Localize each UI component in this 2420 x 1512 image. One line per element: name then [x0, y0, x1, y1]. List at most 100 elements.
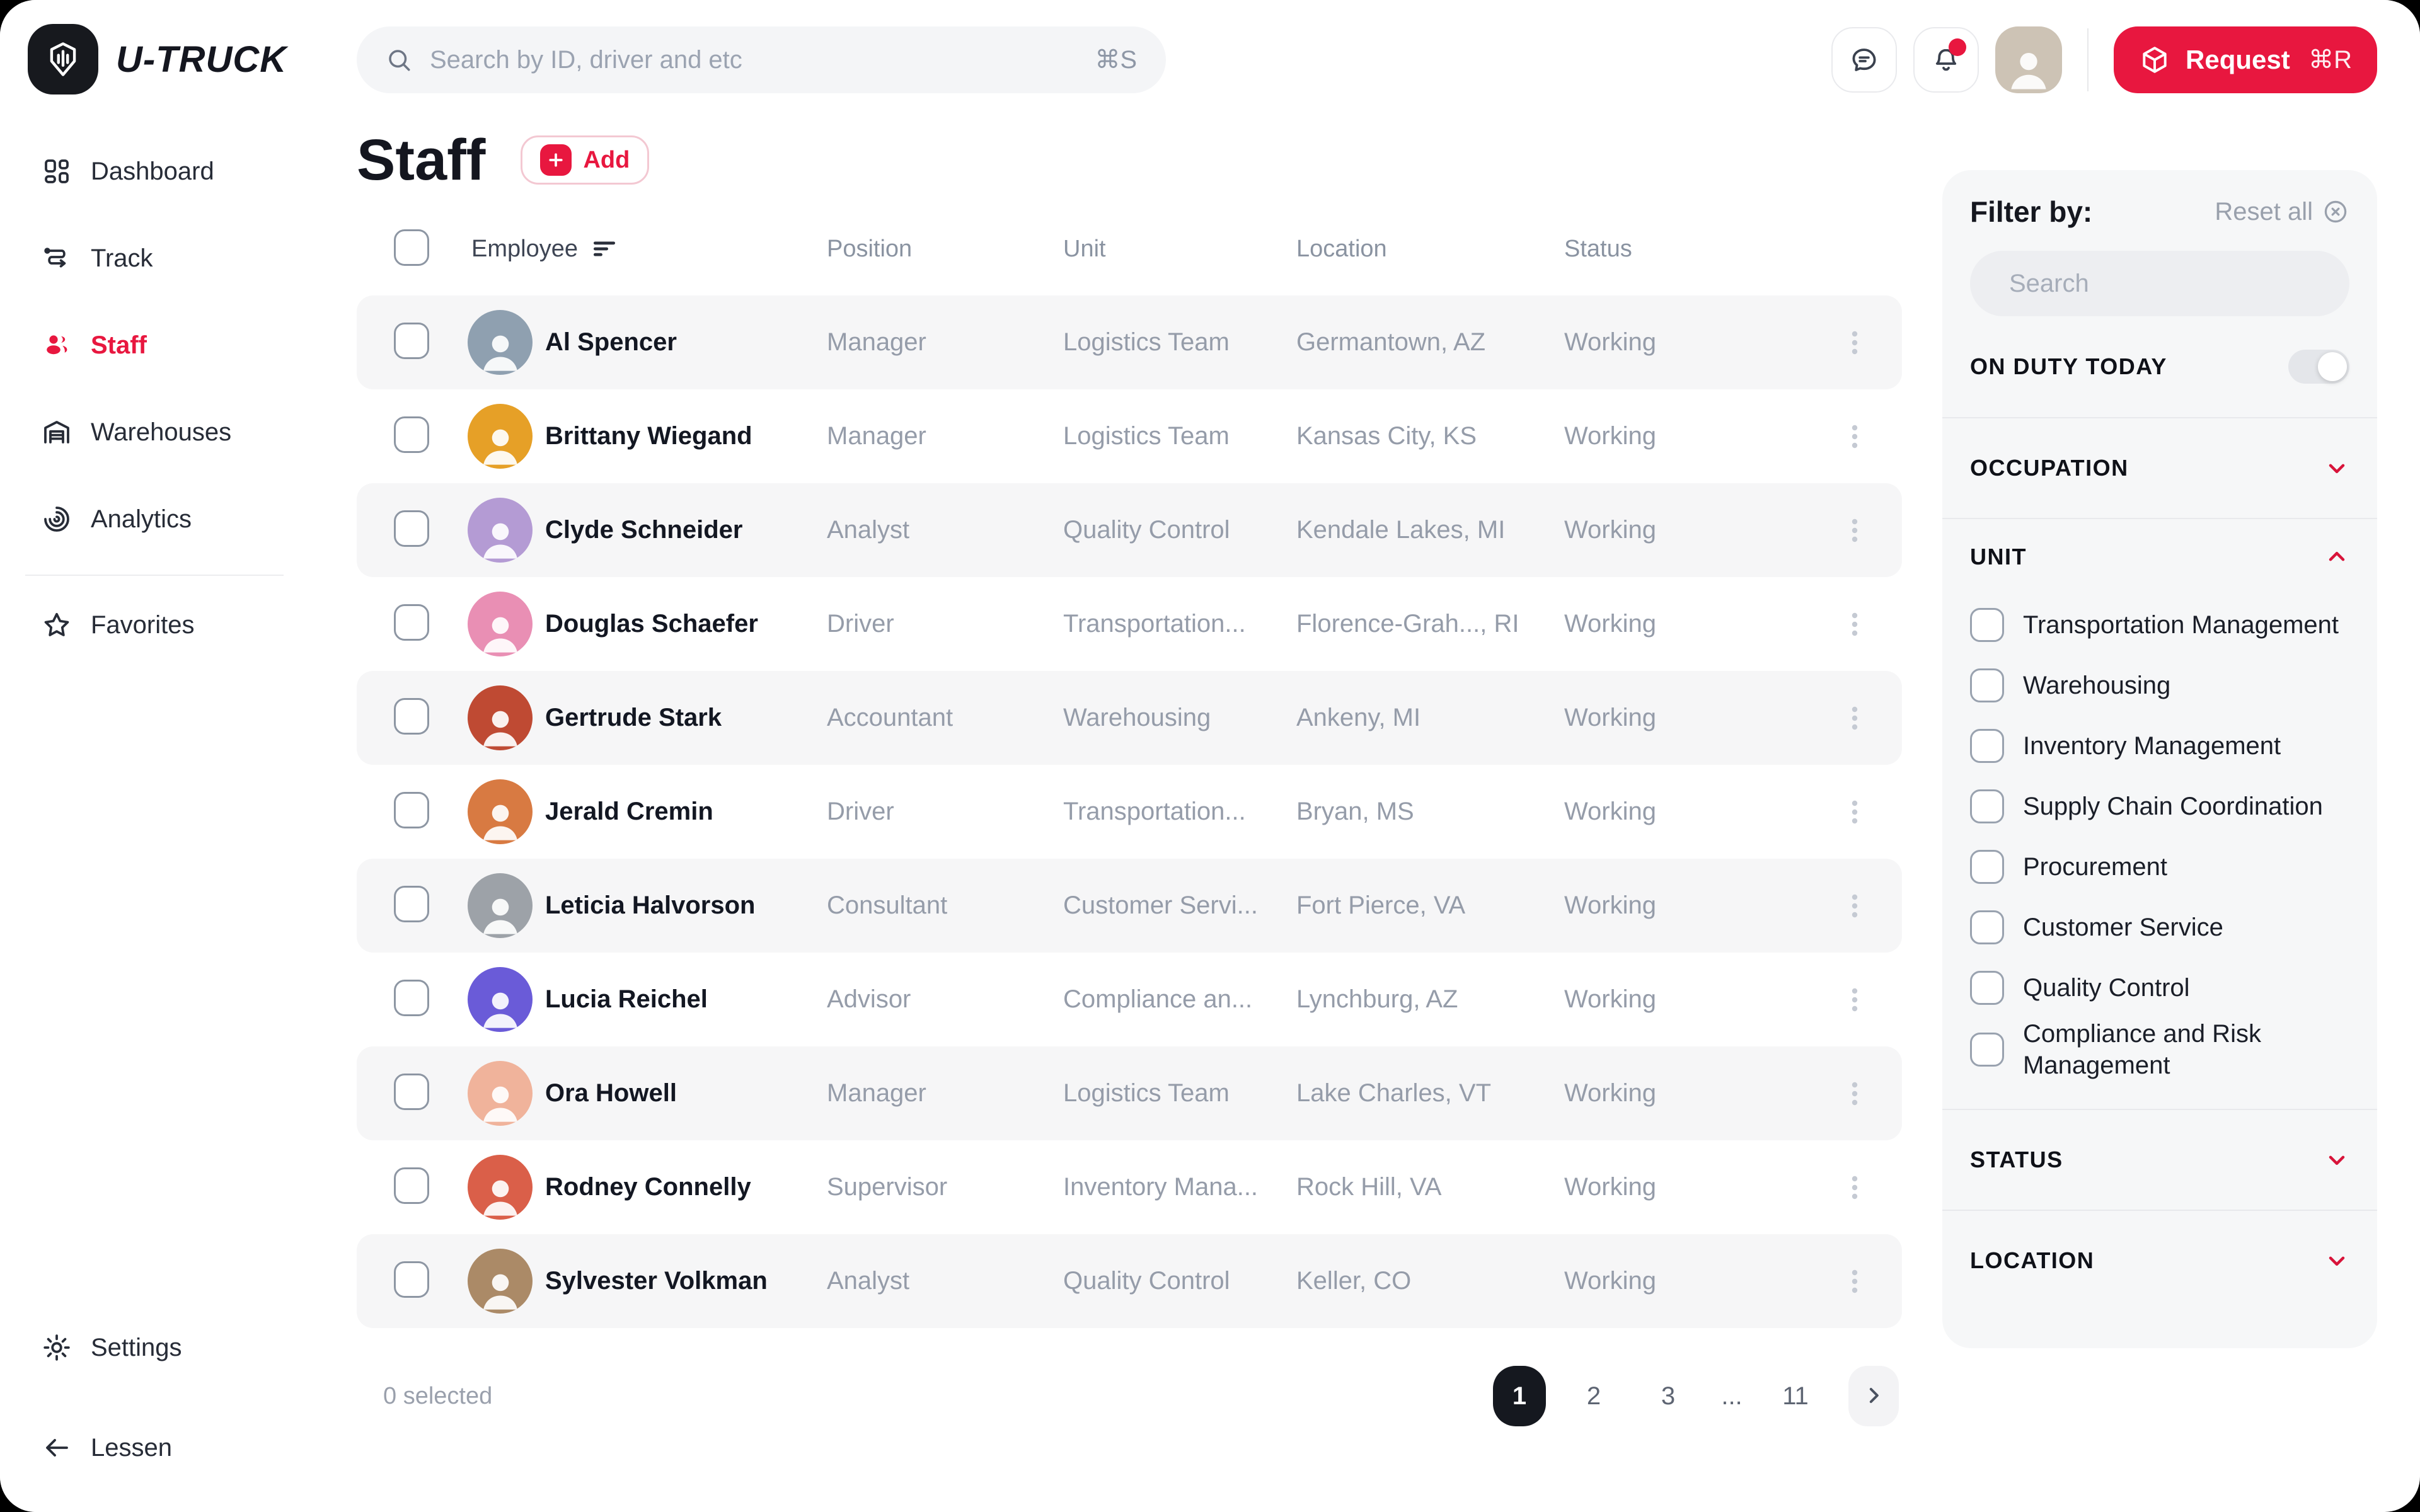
filter-option-procurement[interactable]: Procurement [1970, 837, 2349, 897]
table-header: Employee Position Unit Location Status [357, 224, 1902, 274]
table-row[interactable]: Al Spencer Manager Logistics Team Germantow… [357, 295, 1902, 389]
table-row[interactable]: Douglas Schaefer Driver Transportation... F… [357, 577, 1902, 671]
row-checkbox[interactable] [394, 1261, 429, 1298]
row-menu-kebab-icon[interactable] [1836, 505, 1874, 556]
filter-option-supply-chain-coordination[interactable]: Supply Chain Coordination [1970, 776, 2349, 837]
page-button-3[interactable]: 3 [1661, 1382, 1676, 1410]
table-row[interactable]: Lucia Reichel Advisor Compliance an... Lync… [357, 953, 1902, 1046]
user-avatar[interactable] [1995, 26, 2062, 93]
filter-divider [1942, 1109, 2377, 1110]
sidebar-item-analytics[interactable]: Analytics [0, 488, 309, 551]
location-cell: Germantown, AZ [1296, 328, 1486, 356]
filter-search[interactable] [1970, 251, 2349, 316]
page-button-11[interactable]: 11 [1782, 1382, 1809, 1410]
row-menu-kebab-icon[interactable] [1836, 787, 1874, 837]
row-menu-kebab-icon[interactable] [1836, 318, 1874, 368]
messages-button[interactable] [1831, 27, 1897, 93]
filter-section-occupation[interactable]: OCCUPATION [1970, 418, 2349, 518]
row-menu-kebab-icon[interactable] [1836, 1256, 1874, 1307]
request-shortcut: ⌘R [2308, 46, 2352, 74]
filter-option-warehousing[interactable]: Warehousing [1970, 655, 2349, 716]
sidebar-item-lessen[interactable]: Lessen [0, 1416, 309, 1479]
column-status[interactable]: Status [1564, 235, 1632, 262]
topbar: U-TRUCK ⌘S Request ⌘R [0, 0, 2420, 120]
filter-section-label: LOCATION [1970, 1247, 2095, 1273]
row-menu-kebab-icon[interactable] [1836, 599, 1874, 650]
location-cell: Lake Charles, VT [1296, 1079, 1492, 1107]
row-checkbox[interactable] [394, 792, 429, 828]
column-position[interactable]: Position [827, 235, 913, 262]
next-page-button[interactable] [1848, 1366, 1899, 1426]
table-row[interactable]: Jerald Cremin Driver Transportation... Brya… [357, 765, 1902, 859]
request-button[interactable]: Request ⌘R [2114, 26, 2377, 93]
employee-name: Brittany Wiegand [545, 422, 752, 450]
row-checkbox[interactable] [394, 323, 429, 359]
option-checkbox[interactable] [1970, 1033, 2004, 1067]
add-button[interactable]: Add [521, 135, 650, 185]
table-row[interactable]: Gertrude Stark Accountant Warehousing Anken… [357, 671, 1902, 765]
position-cell: Analyst [827, 1267, 910, 1295]
option-checkbox[interactable] [1970, 729, 2004, 763]
notifications-button[interactable] [1913, 27, 1979, 93]
filter-section-location[interactable]: LOCATION [1970, 1211, 2349, 1310]
option-checkbox[interactable] [1970, 608, 2004, 642]
table-row[interactable]: Brittany Wiegand Manager Logistics Team Kan… [357, 389, 1902, 483]
filter-section-unit[interactable]: UNIT [1970, 519, 2349, 595]
table-row[interactable]: Leticia Halvorson Consultant Customer Serv… [357, 859, 1902, 953]
option-checkbox[interactable] [1970, 910, 2004, 944]
sidebar-item-warehouses[interactable]: Warehouses [0, 401, 309, 464]
row-checkbox[interactable] [394, 1167, 429, 1204]
employee-name: Rodney Connelly [545, 1173, 751, 1201]
option-checkbox[interactable] [1970, 850, 2004, 884]
filter-option-quality-control[interactable]: Quality Control [1970, 958, 2349, 1018]
table-row[interactable]: Rodney Connelly Supervisor Inventory Mana.… [357, 1140, 1902, 1234]
sidebar-item-settings[interactable]: Settings [0, 1316, 309, 1379]
page-button-2[interactable]: 2 [1586, 1382, 1601, 1410]
unit-cell: Quality Control [1063, 1267, 1230, 1295]
row-menu-kebab-icon[interactable] [1836, 1068, 1874, 1119]
unit-cell: Transportation... [1063, 610, 1246, 638]
row-checkbox[interactable] [394, 886, 429, 922]
column-unit[interactable]: Unit [1063, 235, 1106, 262]
row-menu-kebab-icon[interactable] [1836, 881, 1874, 931]
row-menu-kebab-icon[interactable] [1836, 975, 1874, 1025]
filter-option-compliance-and-risk-management[interactable]: Compliance and Risk Management [1970, 1018, 2349, 1081]
person-icon [2011, 52, 2046, 89]
option-checkbox[interactable] [1970, 668, 2004, 702]
table-row[interactable]: Sylvester Volkman Analyst Quality Control K… [357, 1234, 1902, 1328]
select-all-checkbox[interactable] [394, 229, 429, 266]
table-row[interactable]: Ora Howell Manager Logistics Team Lake Char… [357, 1046, 1902, 1140]
reset-all-button[interactable]: Reset all [2215, 198, 2349, 226]
option-checkbox[interactable] [1970, 789, 2004, 823]
global-search[interactable]: ⌘S [357, 26, 1166, 93]
page-button-1[interactable]: 1 [1493, 1366, 1546, 1426]
position-cell: Manager [827, 1079, 926, 1107]
row-checkbox[interactable] [394, 698, 429, 735]
filter-option-customer-service[interactable]: Customer Service [1970, 897, 2349, 958]
table-row[interactable]: Clyde Schneider Analyst Quality Control Ken… [357, 483, 1902, 577]
filter-section-status[interactable]: STATUS [1970, 1110, 2349, 1210]
sidebar-item-dashboard[interactable]: Dashboard [0, 140, 309, 203]
filter-search-input[interactable] [2009, 269, 2334, 298]
row-checkbox[interactable] [394, 604, 429, 641]
sidebar-item-staff[interactable]: Staff [0, 314, 309, 377]
search-input[interactable] [430, 45, 1095, 74]
row-menu-kebab-icon[interactable] [1836, 1162, 1874, 1213]
filter-option-inventory-management[interactable]: Inventory Management [1970, 716, 2349, 776]
row-menu-kebab-icon[interactable] [1836, 411, 1874, 462]
sidebar-item-track[interactable]: Track [0, 227, 309, 290]
column-location[interactable]: Location [1296, 235, 1387, 262]
avatar [468, 1249, 533, 1314]
row-checkbox[interactable] [394, 980, 429, 1016]
on-duty-toggle[interactable] [2288, 350, 2349, 384]
row-checkbox[interactable] [394, 1074, 429, 1110]
sidebar-item-favorites[interactable]: Favorites [0, 593, 309, 656]
location-cell: Ankeny, MI [1296, 704, 1421, 731]
row-menu-kebab-icon[interactable] [1836, 693, 1874, 743]
row-checkbox[interactable] [394, 416, 429, 453]
option-checkbox[interactable] [1970, 971, 2004, 1005]
filter-option-transportation-management[interactable]: Transportation Management [1970, 595, 2349, 655]
row-checkbox[interactable] [394, 510, 429, 547]
column-employee[interactable]: Employee [471, 235, 827, 263]
